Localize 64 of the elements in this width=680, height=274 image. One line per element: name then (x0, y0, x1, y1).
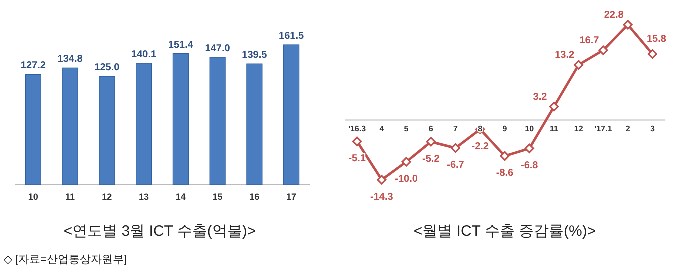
data-label: 22.8 (604, 10, 624, 21)
x-tick-label: 10 (28, 192, 38, 202)
data-label: -5.1 (348, 154, 366, 165)
x-tick-label: 3 (650, 124, 656, 134)
text: <월별 ICT 수출 증감률(%)> (414, 223, 596, 240)
x-tick-label: 17 (286, 192, 297, 202)
bar (210, 57, 226, 186)
point (402, 157, 412, 167)
data-label: 147.0 (205, 44, 231, 55)
point (377, 175, 387, 185)
point (524, 144, 534, 154)
point (450, 143, 461, 154)
data-label: 125.0 (94, 62, 120, 74)
bar (99, 76, 116, 186)
x-tick-label: 12 (102, 192, 112, 202)
point (574, 60, 584, 70)
point (598, 46, 608, 56)
bar (25, 74, 42, 186)
bar (62, 68, 78, 186)
data-label: 3.2 (533, 92, 548, 103)
data-label: -14.3 (370, 192, 394, 203)
data-label: -10.0 (395, 174, 418, 186)
point (352, 136, 362, 146)
data-label: 139.5 (242, 50, 268, 62)
text: ◇ [자료=산업통상자원부] (4, 254, 128, 266)
data-label: 16.7 (580, 35, 600, 46)
x-tick-label: '17.1 (594, 124, 613, 134)
bar (136, 63, 152, 186)
data-label: 140.1 (132, 50, 158, 61)
x-tick-label: 12 (574, 124, 584, 134)
point (426, 137, 436, 147)
data-label: -6.8 (521, 160, 539, 172)
data-label: -2.2 (472, 141, 490, 152)
data-label: 161.5 (279, 31, 305, 42)
bar (246, 64, 263, 186)
x-tick-label: 9 (502, 124, 508, 134)
data-label: 13.2 (555, 50, 576, 62)
data-label: -6.7 (447, 160, 465, 172)
x-tick-label: 2 (626, 124, 631, 134)
data-label: -8.6 (496, 168, 514, 180)
data-label: -5.2 (422, 154, 440, 165)
x-tick-label: 4 (380, 124, 385, 134)
x-tick-label: 11 (550, 124, 560, 134)
x-tick-label: 13 (139, 192, 150, 202)
x-tick-label: 7 (454, 124, 459, 134)
data-label: 151.4 (168, 40, 194, 51)
bar (172, 53, 189, 186)
point (549, 102, 560, 112)
data-label: 134.8 (58, 54, 84, 66)
data-label: 127.2 (20, 60, 46, 72)
x-tick-label: 5 (404, 124, 410, 134)
point (648, 49, 658, 60)
text: <연도별 3월 ICT 수출(억불)> (64, 223, 256, 240)
x-tick-label: '16.3 (348, 124, 367, 134)
x-tick-label: 11 (66, 192, 76, 202)
x-tick-label: 16 (250, 192, 260, 202)
x-tick-label: 15 (212, 192, 223, 202)
point (500, 151, 510, 161)
bar (284, 44, 300, 186)
x-tick-label: 6 (428, 124, 434, 134)
x-tick-label: 14 (176, 192, 186, 202)
data-label: 15.8 (646, 34, 667, 46)
x-tick-label: 10 (525, 124, 535, 134)
point (623, 20, 633, 30)
